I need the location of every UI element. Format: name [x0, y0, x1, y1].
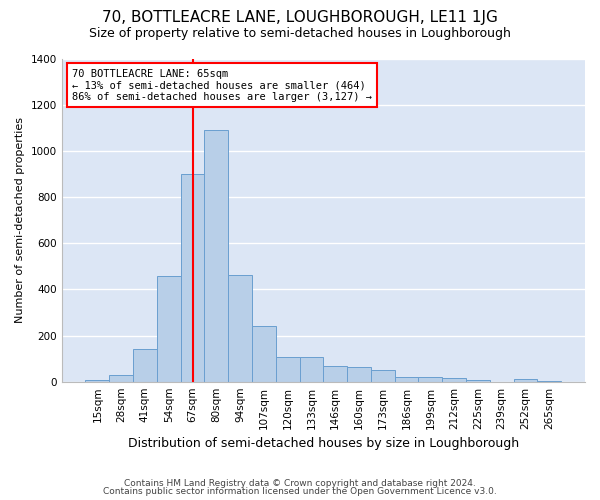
Text: 70, BOTTLEACRE LANE, LOUGHBOROUGH, LE11 1JG: 70, BOTTLEACRE LANE, LOUGHBOROUGH, LE11 … [102, 10, 498, 25]
Bar [85, 380, 109, 382]
Bar [371, 370, 395, 382]
Text: Contains public sector information licensed under the Open Government Licence v3: Contains public sector information licen… [103, 487, 497, 496]
Bar [514, 380, 538, 382]
Bar [276, 357, 299, 382]
Bar [228, 274, 252, 382]
Bar [418, 377, 442, 382]
Bar [133, 350, 157, 382]
Text: 70 BOTTLEACRE LANE: 65sqm
← 13% of semi-detached houses are smaller (464)
86% of: 70 BOTTLEACRE LANE: 65sqm ← 13% of semi-… [72, 68, 372, 102]
Bar [347, 366, 371, 382]
Text: Contains HM Land Registry data © Crown copyright and database right 2024.: Contains HM Land Registry data © Crown c… [124, 478, 476, 488]
Y-axis label: Number of semi-detached properties: Number of semi-detached properties [15, 118, 25, 324]
Bar [538, 380, 561, 382]
Bar [299, 357, 323, 382]
X-axis label: Distribution of semi-detached houses by size in Loughborough: Distribution of semi-detached houses by … [128, 437, 519, 450]
Bar [395, 377, 418, 382]
Bar [157, 276, 181, 382]
Bar [181, 174, 205, 382]
Bar [205, 130, 228, 382]
Text: Size of property relative to semi-detached houses in Loughborough: Size of property relative to semi-detach… [89, 28, 511, 40]
Bar [466, 380, 490, 382]
Bar [442, 378, 466, 382]
Bar [323, 366, 347, 382]
Bar [109, 375, 133, 382]
Bar [252, 326, 276, 382]
